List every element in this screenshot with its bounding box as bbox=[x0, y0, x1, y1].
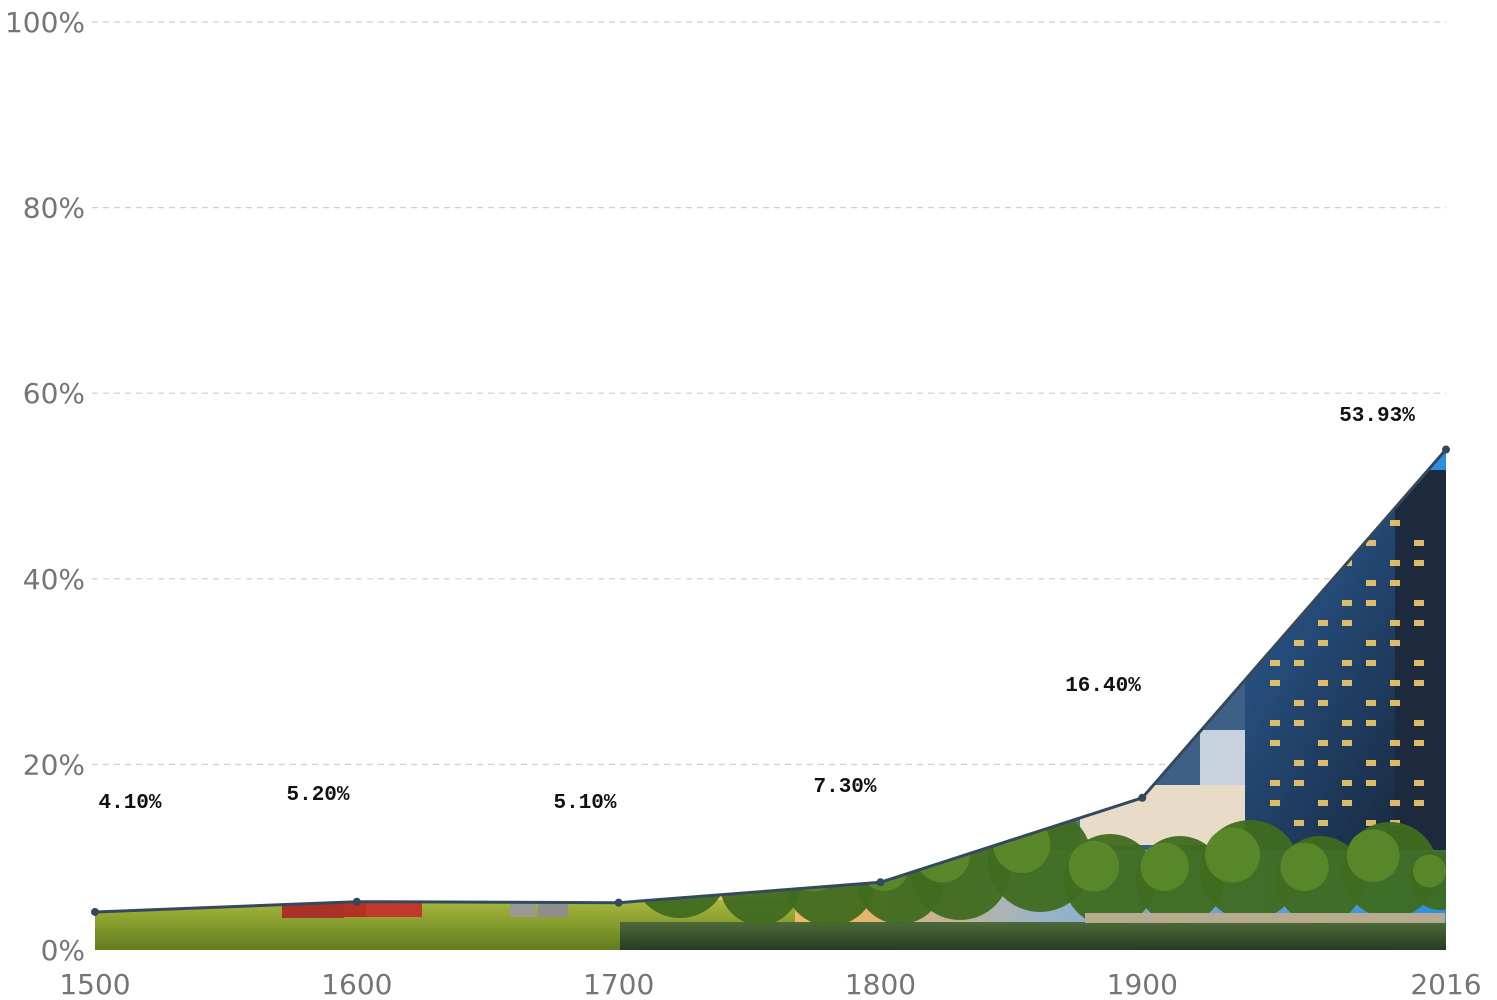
x-tick-label: 1500 bbox=[59, 968, 130, 1000]
y-tick-label: 0% bbox=[41, 934, 85, 967]
data-labels: 4.10% 5.20% 5.10% 7.30% 16.40% 53.93% bbox=[98, 405, 1415, 815]
y-tick-label: 100% bbox=[5, 6, 85, 39]
data-point bbox=[614, 898, 623, 907]
data-point bbox=[1138, 793, 1147, 802]
x-tick-label: 2016 bbox=[1410, 968, 1481, 1000]
data-points bbox=[91, 445, 1450, 916]
data-point bbox=[1442, 445, 1450, 454]
series-line bbox=[94, 448, 1448, 914]
x-tick-label: 1600 bbox=[321, 968, 392, 1000]
y-tick-label: 80% bbox=[23, 192, 85, 225]
y-axis-tick-labels: 0% 20% 40% 60% 80% 100% bbox=[5, 6, 85, 967]
area-photo-fill bbox=[95, 449, 1446, 950]
x-tick-label: 1900 bbox=[1107, 968, 1178, 1000]
gridlines bbox=[92, 21, 1446, 766]
data-point bbox=[91, 907, 99, 916]
data-label: 5.20% bbox=[286, 784, 349, 807]
data-label: 4.10% bbox=[98, 792, 161, 815]
data-label: 7.30% bbox=[813, 776, 876, 799]
mountains bbox=[95, 850, 660, 905]
data-point bbox=[876, 878, 885, 887]
y-tick-label: 20% bbox=[23, 748, 85, 781]
x-tick-label: 1700 bbox=[583, 968, 654, 1000]
x-tick-label: 1800 bbox=[845, 968, 916, 1000]
red-barn bbox=[280, 852, 428, 918]
data-label: 16.40% bbox=[1065, 675, 1141, 698]
x-axis-tick-labels: 1500 1600 1700 1800 1900 2016 bbox=[59, 968, 1481, 1000]
data-point bbox=[352, 897, 361, 906]
y-tick-label: 40% bbox=[23, 563, 85, 596]
city-buildings bbox=[780, 470, 1446, 860]
data-label: 53.93% bbox=[1339, 405, 1415, 428]
y-tick-label: 60% bbox=[23, 377, 85, 410]
river bbox=[620, 922, 1446, 950]
data-label: 5.10% bbox=[553, 792, 616, 815]
